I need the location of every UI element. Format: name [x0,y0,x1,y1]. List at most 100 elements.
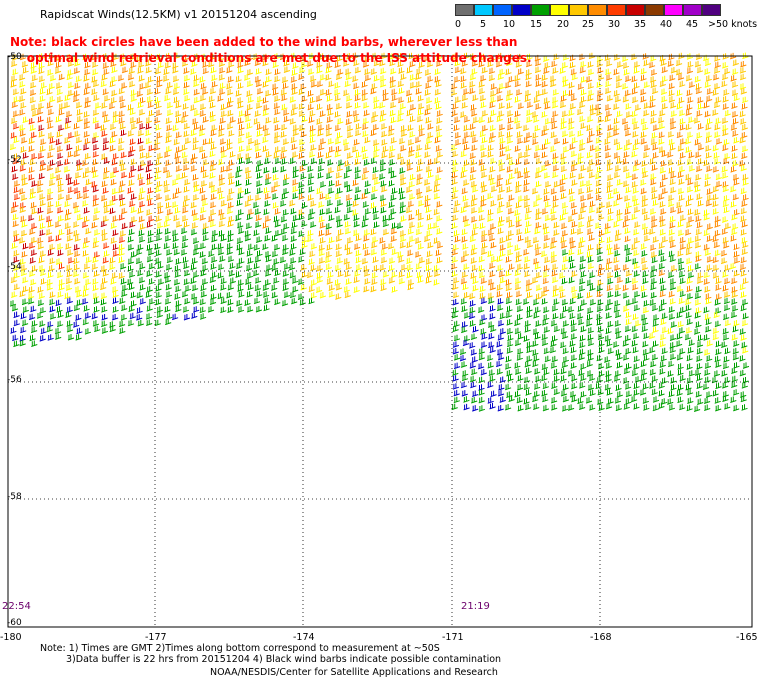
wind-barb [164,298,172,305]
wind-barb [661,66,668,74]
wind-barb [562,80,569,87]
wind-barb [48,83,55,90]
wind-barb [55,116,62,123]
wind-barb [66,297,73,304]
wind-barb [407,124,414,132]
wind-barb [119,123,126,130]
wind-barb [145,313,153,320]
wind-barb [326,104,333,111]
wind-barb [712,89,719,96]
wind-barb [246,291,253,298]
wind-barb [21,174,28,181]
legend-swatch [702,4,721,16]
wind-barb [613,138,620,146]
wind-barb [328,284,335,291]
wind-barb [211,81,218,88]
wind-barb [138,179,146,186]
wind-barb [694,369,702,376]
wind-barb [668,306,675,313]
wind-barb [263,304,270,312]
wind-barb [290,109,297,116]
wind-barb [596,166,603,173]
wind-barb [561,277,568,285]
legend-swatch [493,4,512,16]
wind-barb [652,404,659,412]
wind-barb [173,248,180,256]
wind-barb [499,143,506,151]
wind-barb [121,304,128,312]
wind-barb [676,103,683,110]
wind-barb [679,80,686,88]
wind-barb [425,165,433,173]
wind-barb [730,185,737,193]
wind-barb [55,82,63,89]
wind-barb [238,227,245,235]
wind-barb [488,234,496,242]
wind-barb [181,290,189,298]
wind-barb [553,325,561,333]
wind-barb [459,348,467,355]
wind-barb [652,152,659,159]
wind-barb [84,153,91,160]
wind-barb [697,398,704,405]
wind-barb [616,391,623,398]
wind-barb [301,116,308,123]
wind-barb [667,131,675,138]
wind-barb [667,200,675,207]
wind-barb [741,221,748,228]
wind-barb [334,82,341,89]
wind-barb [237,192,244,200]
wind-barb [172,124,179,132]
wind-barb [76,115,83,123]
wind-barb [92,320,100,327]
wind-barb [669,298,676,305]
wind-barb [120,164,127,172]
wind-barb [91,222,98,229]
wind-barb [553,368,560,376]
wind-barb [209,276,216,283]
wind-barb [157,61,164,69]
wind-barb [138,201,146,208]
wind-barb [166,256,174,264]
wind-barb [714,61,721,69]
wind-barb [616,61,624,68]
wind-barb [291,277,299,284]
wind-barb [193,80,200,87]
wind-barb [406,164,413,171]
wind-barb [128,80,136,88]
wind-barb [723,313,730,321]
wind-barb [496,87,503,95]
wind-barb [469,174,476,181]
wind-barb [452,159,459,167]
wind-barb [470,216,478,223]
wind-barb [109,325,116,333]
wind-barb [596,285,603,292]
wind-barb [523,398,530,405]
wind-barb [660,318,667,326]
wind-barb [379,81,387,88]
wind-barb [605,110,613,117]
wind-barb [389,76,396,83]
wind-barb [129,200,136,207]
wind-barb [58,229,65,236]
wind-barb [335,73,343,80]
wind-barb [272,89,279,96]
wind-barb [327,187,335,195]
wind-barb [471,397,478,404]
wind-barb [201,278,209,285]
wind-barb [742,96,749,104]
wind-barb [130,251,137,258]
wind-barb [290,136,297,144]
wind-barb [388,264,395,272]
wind-barb [630,395,638,403]
wind-barb [183,262,190,270]
wind-barb [615,229,622,237]
wind-barb [418,257,426,264]
wind-barb [560,153,567,160]
wind-barb [643,109,650,117]
wind-barb [517,102,525,110]
wind-barb [649,299,656,306]
wind-barb [661,103,668,110]
wind-barb [226,194,234,202]
wind-barb [721,73,729,81]
